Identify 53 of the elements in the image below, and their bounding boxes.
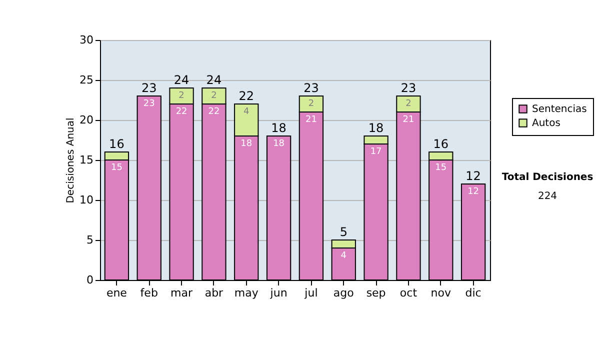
data-label: 18 (240, 139, 252, 149)
x-tick-label: nov (430, 286, 452, 300)
y-tick-label: 20 (80, 114, 94, 126)
legend-label: Sentencias (532, 104, 587, 115)
total-label: 23 (304, 81, 319, 95)
data-label: 4 (244, 107, 250, 117)
legend-label: Autos (532, 118, 560, 129)
total-label: 22 (238, 89, 254, 103)
data-label: 23 (143, 99, 155, 109)
data-label: 18 (273, 139, 285, 149)
data-label: 2 (211, 91, 217, 101)
x-tick-label: sep (366, 286, 386, 300)
data-label: 22 (208, 107, 220, 117)
y-tick-label: 25 (80, 74, 94, 86)
data-label: 21 (402, 115, 414, 125)
y-axis-title: Decisiones Anual (66, 118, 77, 204)
total-label: 5 (340, 225, 348, 239)
text: Total Decisiones (500, 172, 594, 183)
data-label: 22 (176, 107, 188, 117)
data-label: 4 (340, 251, 347, 261)
total-label: 24 (174, 73, 190, 87)
y-tick-label: 5 (86, 234, 94, 246)
x-tick-label: may (234, 286, 259, 300)
total-label: 18 (368, 121, 384, 135)
total-label: 18 (271, 121, 286, 135)
x-tick-label: jul (304, 286, 318, 300)
data-label: 2 (308, 99, 314, 109)
x-tick-label: ago (333, 286, 354, 300)
total-label: 24 (206, 73, 222, 87)
total-label: 16 (433, 137, 449, 151)
y-tick-label: 0 (86, 274, 94, 286)
x-tick-label: feb (140, 286, 158, 300)
x-tick-label: ene (106, 286, 128, 300)
total-label: 23 (141, 81, 157, 95)
text: 224 (536, 191, 558, 202)
x-tick-label: oct (400, 286, 418, 300)
y-tick-label: 15 (80, 154, 94, 166)
total-label: 23 (400, 81, 416, 95)
x-tick-label: mar (170, 286, 193, 300)
data-label: 15 (110, 163, 122, 173)
y-tick-label: 30 (80, 34, 94, 46)
x-tick-label: dic (465, 286, 482, 300)
data-label: 17 (370, 147, 382, 157)
y-tick-label: 10 (80, 194, 94, 206)
data-label: 2 (406, 99, 412, 109)
x-tick-label: abr (204, 286, 224, 300)
data-label: 2 (178, 91, 184, 101)
data-label: 12 (468, 187, 480, 197)
total-label: 12 (466, 169, 481, 183)
data-label: 15 (435, 163, 447, 173)
x-tick-label: jun (269, 286, 288, 300)
data-label: 21 (305, 115, 317, 125)
total-label: 16 (109, 137, 124, 151)
